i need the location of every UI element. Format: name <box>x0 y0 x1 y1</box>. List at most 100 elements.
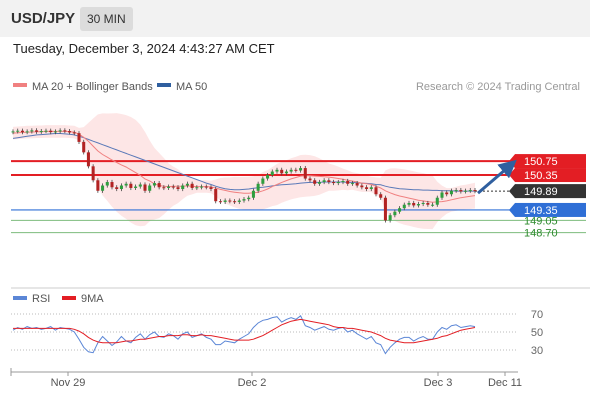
candle-body <box>204 186 208 188</box>
level-150-75-tag <box>515 154 586 169</box>
candle <box>303 165 307 181</box>
candle <box>233 199 237 205</box>
candle <box>96 178 100 193</box>
candle <box>44 128 48 134</box>
candle-body <box>327 180 331 183</box>
level-149-35-tag-tip <box>509 202 515 217</box>
candle-body <box>233 201 237 203</box>
candle-body <box>468 190 472 192</box>
candle <box>119 183 123 192</box>
candle <box>209 185 213 192</box>
x-axis-label: Dec 3 <box>424 377 453 389</box>
candle <box>284 169 288 176</box>
candle-body <box>322 180 326 183</box>
candle <box>473 187 477 194</box>
candle <box>379 192 383 200</box>
candle-body <box>464 190 468 192</box>
candle <box>355 180 359 188</box>
candle <box>350 180 354 186</box>
candle-body <box>124 183 128 186</box>
candle <box>445 190 449 197</box>
candle-body <box>280 169 284 174</box>
legend-swatch-rsi <box>13 296 27 300</box>
candle <box>261 176 265 186</box>
candle <box>289 167 293 174</box>
candle <box>124 181 128 188</box>
candle-body <box>86 152 90 167</box>
candle <box>280 167 284 176</box>
9ma-line <box>13 318 476 344</box>
candle-body <box>82 141 86 153</box>
candle <box>317 179 321 186</box>
level-149-89-tag <box>515 184 586 199</box>
candle <box>167 184 171 191</box>
candle <box>143 182 147 193</box>
candle-body <box>388 215 392 221</box>
candle-body <box>247 197 251 200</box>
level-150-35-tag-tip <box>509 168 515 183</box>
candle <box>115 185 119 192</box>
candle <box>148 183 152 193</box>
ma20-line <box>12 130 476 203</box>
candle <box>105 179 109 188</box>
candle-body <box>195 187 199 189</box>
candle <box>266 172 270 181</box>
candle-body <box>383 197 387 221</box>
candle-body <box>431 204 435 206</box>
candle-body <box>209 187 213 190</box>
candle-body <box>426 202 430 205</box>
candle <box>383 195 387 223</box>
candle-body <box>58 130 62 132</box>
candle-body <box>336 182 340 184</box>
candle-body <box>25 131 29 133</box>
candle-body <box>200 186 204 188</box>
candle-body <box>435 197 439 205</box>
candle-body <box>35 130 39 132</box>
credit-label: Research © 2024 Trading Central <box>416 81 580 93</box>
candle-body <box>91 166 95 181</box>
candle <box>77 131 81 144</box>
candle <box>68 128 72 135</box>
candle-body <box>256 183 260 191</box>
candle-body <box>294 169 298 171</box>
candle-body <box>459 190 463 192</box>
candle <box>299 165 303 173</box>
level-149-89-tag-tip <box>509 184 515 199</box>
candle <box>398 206 402 214</box>
candle-body <box>332 182 336 184</box>
level-150-35-tag <box>515 168 586 183</box>
candle-body <box>228 200 232 202</box>
candle-body <box>313 180 317 184</box>
candle-body <box>275 169 279 172</box>
candle <box>171 184 175 190</box>
candle-body <box>454 190 458 192</box>
candle <box>440 190 444 200</box>
candle-body <box>303 168 307 179</box>
candle <box>82 139 86 155</box>
interval-button[interactable]: 30 MIN <box>80 7 133 31</box>
rsi-line <box>12 315 476 355</box>
candle-body <box>308 178 312 181</box>
candle <box>110 179 114 190</box>
candle-body <box>129 183 133 188</box>
candle-body <box>393 211 397 216</box>
candle-body <box>115 187 119 190</box>
candle <box>181 183 185 192</box>
candle-body <box>101 185 105 191</box>
candle <box>39 128 43 134</box>
candle-body <box>251 190 255 198</box>
candle-body <box>143 184 147 191</box>
candle-body <box>242 199 246 201</box>
legend-label-ma50: MA 50 <box>176 81 207 93</box>
projection-arrow <box>477 159 517 195</box>
candle-body <box>63 130 67 132</box>
candle <box>20 128 24 135</box>
candle <box>190 181 194 191</box>
candle <box>407 200 411 207</box>
candle-body <box>412 202 416 206</box>
candle-body <box>176 187 180 190</box>
candle <box>327 178 331 185</box>
candle-body <box>20 130 24 133</box>
candle <box>218 199 222 205</box>
candle <box>421 200 425 207</box>
